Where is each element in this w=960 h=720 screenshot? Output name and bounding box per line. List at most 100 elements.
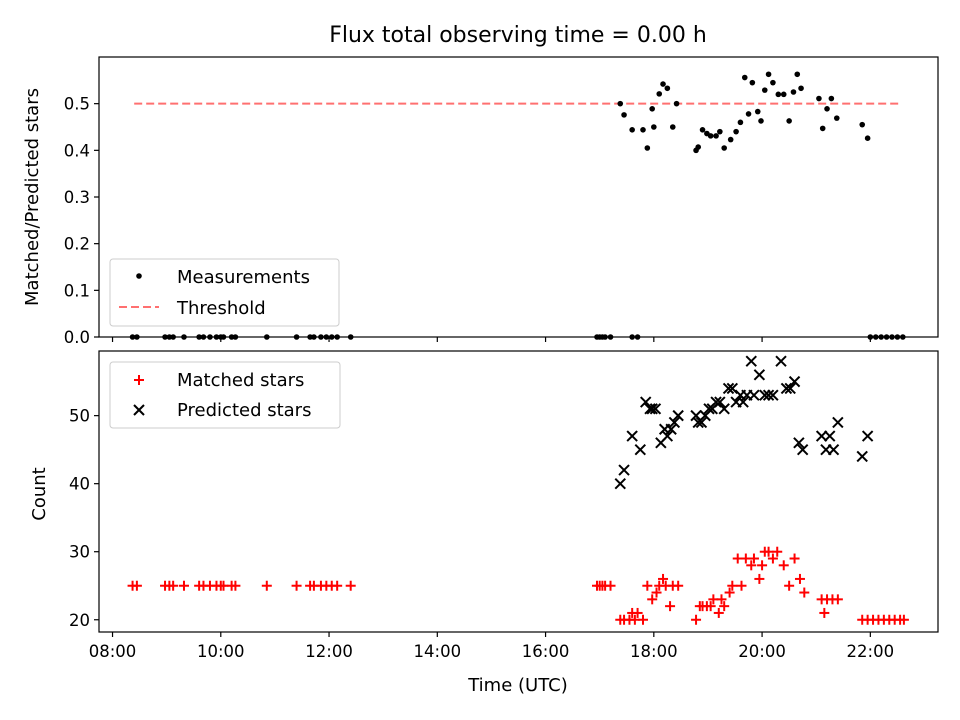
matched-star-point bbox=[784, 580, 795, 591]
matched-star-point bbox=[724, 587, 735, 598]
x-tick-label: 08:00 bbox=[89, 642, 137, 661]
measurement-point bbox=[816, 95, 822, 102]
predicted-star-point bbox=[788, 375, 801, 388]
measurement-point bbox=[649, 106, 655, 112]
legend-threshold-label: Threshold bbox=[176, 298, 266, 319]
measurement-point bbox=[798, 85, 804, 92]
measurement-point bbox=[780, 91, 787, 98]
top-y-tick-label: 0.3 bbox=[64, 188, 90, 207]
matched-star-point bbox=[716, 594, 727, 605]
measurement-point bbox=[134, 334, 140, 340]
predicted-star-point bbox=[827, 443, 840, 456]
predicted-star-point bbox=[618, 464, 630, 476]
predicted-star-point bbox=[815, 430, 828, 442]
measurement-point bbox=[741, 74, 748, 81]
measurement-point bbox=[607, 334, 614, 340]
measurement-point bbox=[833, 115, 840, 121]
measurement-point bbox=[824, 106, 830, 112]
matched-star-point bbox=[673, 580, 684, 591]
measurement-point bbox=[745, 111, 752, 117]
predicted-star-point bbox=[661, 430, 674, 442]
predicted-star-point bbox=[718, 403, 730, 415]
predicted-star-point bbox=[832, 416, 844, 429]
measurement-point bbox=[775, 91, 782, 98]
measurement-point bbox=[347, 334, 354, 340]
measurement-point bbox=[660, 81, 666, 87]
matched-star-point bbox=[658, 573, 669, 584]
measurement-point bbox=[644, 145, 651, 151]
legend-measurements-marker bbox=[136, 273, 142, 279]
measurement-point bbox=[883, 334, 890, 340]
measurement-point bbox=[794, 71, 801, 78]
predicted-star-point bbox=[748, 389, 760, 401]
bottom-marks bbox=[127, 355, 909, 625]
bottom-y-tick-label: 30 bbox=[69, 543, 90, 562]
measurement-point bbox=[162, 334, 168, 340]
legend-matched-label: Matched stars bbox=[177, 370, 304, 391]
measurement-point bbox=[713, 133, 719, 139]
matched-star-point bbox=[832, 594, 843, 605]
matched-star-point bbox=[632, 607, 643, 618]
measurement-point bbox=[602, 334, 608, 340]
x-axis: 08:00 10:00 12:00 14:00 16:00 18:00 20:00 22:00 bbox=[89, 632, 894, 661]
measurement-point bbox=[699, 127, 706, 133]
measurement-point bbox=[828, 95, 835, 102]
measurement-point bbox=[328, 334, 335, 340]
measurement-point bbox=[894, 334, 901, 340]
predicted-star-point bbox=[695, 416, 708, 429]
predicted-star-point bbox=[796, 443, 809, 456]
predicted-star-point bbox=[626, 430, 638, 442]
measurement-point bbox=[717, 128, 723, 135]
predicted-star-point bbox=[775, 355, 787, 367]
measurement-point bbox=[629, 127, 635, 133]
matched-star-point bbox=[727, 580, 738, 591]
measurement-point bbox=[889, 334, 895, 340]
measurement-point bbox=[819, 125, 826, 132]
top-y-tick-label: 0.5 bbox=[64, 95, 90, 114]
bottom-y-tick-label: 50 bbox=[69, 407, 90, 426]
measurement-point bbox=[232, 334, 239, 340]
matched-star-point bbox=[772, 546, 783, 557]
measurement-point bbox=[318, 334, 324, 340]
matched-star-point bbox=[332, 580, 343, 591]
matched-star-point bbox=[345, 580, 356, 591]
measurement-point bbox=[181, 334, 187, 340]
measurement-point bbox=[721, 145, 727, 151]
legend-predicted-label: Predicted stars bbox=[177, 400, 311, 421]
measurement-point bbox=[311, 334, 317, 340]
measurement-point bbox=[621, 112, 627, 118]
matched-star-point bbox=[665, 601, 676, 612]
top-y-tick-label: 0.4 bbox=[64, 141, 90, 160]
matched-star-point bbox=[763, 546, 774, 557]
x-tick-label: 22:00 bbox=[847, 642, 895, 661]
predicted-star-point bbox=[634, 443, 646, 456]
matched-star-point bbox=[748, 553, 759, 564]
predicted-star-point bbox=[745, 355, 757, 367]
measurement-point bbox=[293, 334, 300, 340]
top-y-axis-label: Matched/Predicted stars bbox=[22, 88, 43, 306]
top-y-tick-label: 0.1 bbox=[64, 281, 90, 300]
measurement-point bbox=[765, 71, 772, 78]
measurement-point bbox=[170, 334, 176, 340]
measurement-point bbox=[629, 334, 635, 340]
measurement-point bbox=[220, 334, 227, 340]
bottom-y-axis: 20 30 40 50 bbox=[69, 407, 99, 630]
predicted-star-point bbox=[646, 403, 658, 415]
top-panel: 0.0 0.1 0.2 0.3 0.4 0.5 Matched/Predicted sta… bbox=[22, 56, 939, 347]
measurement-point bbox=[334, 334, 340, 340]
measurement-point bbox=[859, 121, 866, 128]
matched-star-point bbox=[819, 607, 830, 618]
bottom-panel: 20 30 40 50 08:00 10:00 12:00 14:00 16:00 18:00 2… bbox=[29, 350, 939, 696]
predicted-star-point bbox=[714, 396, 726, 408]
measurement-point bbox=[264, 334, 270, 340]
matched-star-point bbox=[799, 587, 810, 598]
bottom-y-tick-label: 40 bbox=[69, 475, 90, 494]
matched-star-point bbox=[754, 573, 765, 584]
measurement-point bbox=[656, 91, 663, 97]
measurement-point bbox=[754, 108, 761, 115]
measurement-point bbox=[196, 334, 202, 340]
predicted-star-point bbox=[793, 437, 805, 449]
predicted-star-point bbox=[649, 403, 662, 415]
measurement-point bbox=[634, 334, 641, 340]
matched-star-point bbox=[767, 553, 778, 564]
